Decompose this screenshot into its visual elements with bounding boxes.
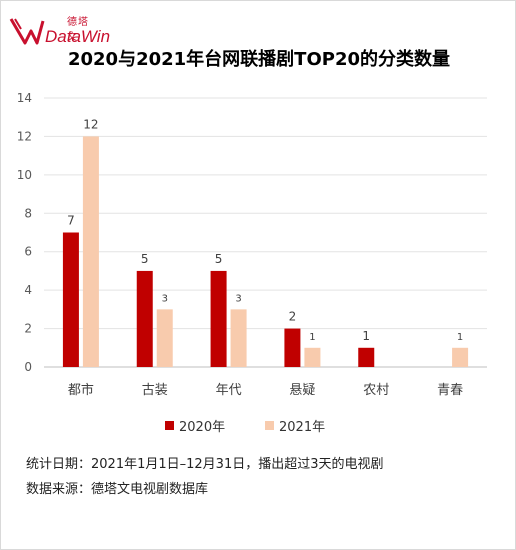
data-label: 5 (215, 252, 223, 266)
data-label: 7 (67, 214, 75, 228)
y-tick-label: 0 (24, 360, 32, 374)
x-tick-label: 古装 (142, 383, 168, 398)
data-label: 1 (362, 329, 370, 343)
legend-label: 2020年 (179, 420, 226, 435)
bar-2021 (452, 347, 469, 367)
logo-text-cn: 德塔文 (67, 17, 89, 43)
y-tick-label: 10 (17, 168, 32, 182)
x-tick-label: 都市 (68, 382, 94, 398)
y-tick-label: 8 (24, 206, 32, 220)
logo-text-en: DataWin (45, 27, 111, 46)
data-label: 5 (141, 252, 149, 266)
y-tick-label: 2 (24, 322, 32, 336)
data-label: 3 (162, 293, 168, 304)
legend-swatch (165, 421, 174, 430)
data-label: 1 (309, 332, 315, 343)
footer-source-note: 数据来源：德塔文电视剧数据库 (26, 482, 209, 497)
chart-title: 2020与2021年台网联播剧TOP20的分类数量 (67, 49, 450, 70)
y-tick-label: 12 (17, 129, 32, 143)
bar-2021 (230, 309, 247, 367)
bar-2021 (304, 347, 321, 367)
y-tick-label: 6 (24, 245, 32, 259)
chart-legend: 2020年 2021年 (0, 416, 516, 436)
data-label: 2 (289, 310, 297, 324)
legend-item: 2021年 (265, 416, 325, 435)
y-tick-label: 4 (24, 283, 32, 297)
data-label: 1 (457, 332, 463, 343)
data-label: 3 (235, 293, 241, 304)
x-tick-label: 青春 (437, 383, 463, 398)
bar-2020 (136, 270, 153, 367)
footer-notes: 统计日期：2021年1月1日–12月31日，播出超过3天的电视剧 数据来源：德塔… (26, 452, 383, 502)
datawin-logo-icon (9, 18, 45, 45)
bar-2021 (156, 309, 173, 367)
legend-label: 2021年 (279, 420, 326, 435)
bar-2020 (210, 270, 227, 367)
legend-swatch (265, 421, 274, 430)
bar-2021 (82, 136, 99, 367)
x-tick-label: 农村 (363, 383, 389, 398)
legend-item: 2020年 (165, 416, 225, 435)
footer-date-note: 统计日期：2021年1月1日–12月31日，播出超过3天的电视剧 (26, 457, 384, 472)
bar-2020 (284, 328, 301, 367)
x-tick-label: 悬疑 (289, 382, 315, 398)
y-tick-label: 14 (17, 91, 32, 105)
bar-2020 (62, 232, 79, 367)
bar-2020 (358, 347, 375, 367)
data-label: 12 (83, 117, 98, 131)
x-tick-label: 年代 (216, 383, 242, 398)
datawin-logo: 德塔文 DataWin (9, 11, 110, 51)
